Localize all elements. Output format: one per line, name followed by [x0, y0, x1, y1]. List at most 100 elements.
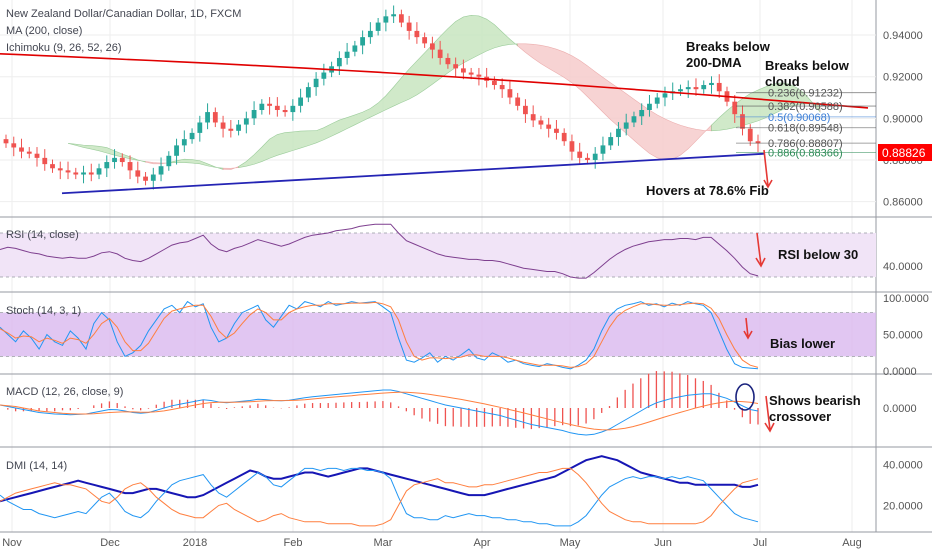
candle-down — [42, 157, 48, 165]
candle-down — [732, 101, 738, 115]
fib-label: 0.5(0.90068) — [768, 112, 830, 124]
candle-down — [523, 105, 528, 115]
last-price-tag: 0.88826 — [882, 146, 926, 160]
annotation-breaks-cloud-line1: Breaks below — [765, 58, 850, 73]
candle-down — [492, 80, 497, 86]
price-y-tick-label: 0.92000 — [883, 72, 923, 84]
candle-down — [73, 172, 79, 175]
support-trendline — [61, 152, 766, 195]
x-tick-label: Jun — [654, 537, 672, 549]
candle-up — [197, 122, 203, 133]
candle-down — [143, 176, 148, 181]
dmi-panel: 40.0000 20.0000 — [0, 455, 923, 527]
stoch-d-line — [0, 301, 759, 368]
candle-down — [26, 151, 32, 154]
macd-line — [0, 389, 759, 436]
candle-down — [716, 82, 722, 92]
macd-title: MACD (12, 26, close, 9) — [6, 386, 123, 398]
candle-up — [701, 85, 707, 90]
candle-down — [135, 170, 141, 177]
candle-up — [104, 162, 110, 169]
stoch-y-tick-label: 0.0000 — [883, 366, 917, 378]
candle-up — [623, 122, 629, 129]
candle-up — [236, 124, 241, 131]
rsi-y-tick-label: 40.0000 — [883, 261, 923, 273]
candle-down — [414, 30, 420, 38]
candle-down — [3, 139, 9, 144]
macd-down-arrow — [764, 395, 775, 433]
candle-down — [65, 170, 71, 173]
candle-up — [391, 14, 397, 17]
candle-up — [654, 97, 660, 104]
macd-signal-line — [0, 391, 759, 431]
candle-down — [515, 97, 521, 106]
candle-up — [647, 103, 652, 110]
x-tick-label: Dec — [100, 537, 120, 549]
candle-down — [50, 164, 55, 169]
annotation-rsi: RSI below 30 — [778, 247, 858, 262]
candle-down — [212, 112, 218, 123]
stoch-panel: 100.0000 50.0000 0.0000 — [0, 293, 929, 378]
x-tick-label: Mar — [374, 537, 393, 549]
candle-down — [577, 151, 583, 158]
candle-down — [19, 147, 24, 152]
annotation-macd-line2: crossover — [769, 409, 831, 424]
candle-up — [321, 72, 327, 79]
fib-label: 0.382(0.90588) — [768, 101, 843, 113]
macd-y-tick-label: 0.0000 — [883, 403, 917, 415]
candle-down — [119, 157, 125, 163]
candle-down — [437, 49, 443, 58]
candle-up — [367, 30, 373, 38]
candle-down — [461, 68, 466, 73]
ichimoku-indicator-label: Ichimoku (9, 26, 52, 26) — [6, 42, 122, 54]
candle-up — [112, 157, 117, 163]
candle-down — [554, 128, 559, 133]
x-tick-label: 2018 — [183, 537, 207, 549]
candle-up — [81, 172, 86, 175]
candle-down — [740, 114, 745, 129]
stoch-band — [0, 312, 876, 357]
candle-down — [282, 110, 288, 113]
stoch-y-tick-label: 100.0000 — [883, 293, 929, 305]
x-tick-label: Apr — [473, 537, 490, 549]
candle-down — [561, 132, 567, 142]
macd-crossover-circle — [735, 383, 755, 411]
candle-up — [150, 174, 156, 181]
rsi-band — [0, 233, 876, 277]
candle-up — [259, 103, 265, 110]
candle-down — [274, 105, 280, 110]
price-y-tick-label: 0.94000 — [883, 30, 923, 42]
candle-down — [406, 22, 412, 31]
candle-up — [205, 112, 210, 123]
candle-down — [220, 122, 226, 129]
fib-label: 0.786(0.88807) — [768, 138, 843, 150]
x-tick-label: May — [560, 537, 581, 549]
macd-panel: 0.0000 — [0, 371, 917, 436]
fibonacci-levels: 0.236(0.91232)0.382(0.90588)0.5(0.90068)… — [736, 88, 876, 159]
x-tick-label: Nov — [2, 537, 22, 549]
annotation-breaks-200dma-line1: Breaks below — [686, 39, 771, 54]
candle-down — [693, 87, 699, 90]
candle-down — [468, 72, 474, 75]
candle-down — [228, 128, 234, 131]
dmi-title: DMI (14, 14) — [6, 460, 67, 472]
annotation-hovers-fib: Hovers at 78.6% Fib — [646, 183, 769, 198]
candle-up — [352, 45, 358, 52]
candle-down — [453, 64, 459, 69]
candle-up — [662, 93, 668, 98]
stoch-y-tick-label: 50.0000 — [883, 330, 923, 342]
candle-up — [313, 78, 319, 88]
annotation-breaks-200dma-line2: 200-DMA — [686, 55, 742, 70]
price-title: New Zealand Dollar/Canadian Dollar, 1D, … — [6, 8, 241, 20]
x-tick-label: Jul — [753, 537, 767, 549]
dmi-y-tick-label: 40.0000 — [883, 459, 923, 471]
candle-down — [88, 172, 94, 175]
candle-up — [298, 97, 303, 106]
ma200-line — [0, 53, 869, 109]
candle-up — [251, 110, 257, 119]
candle-up — [96, 168, 102, 175]
dmi-plus-di-line — [0, 467, 759, 527]
candle-up — [685, 87, 691, 90]
